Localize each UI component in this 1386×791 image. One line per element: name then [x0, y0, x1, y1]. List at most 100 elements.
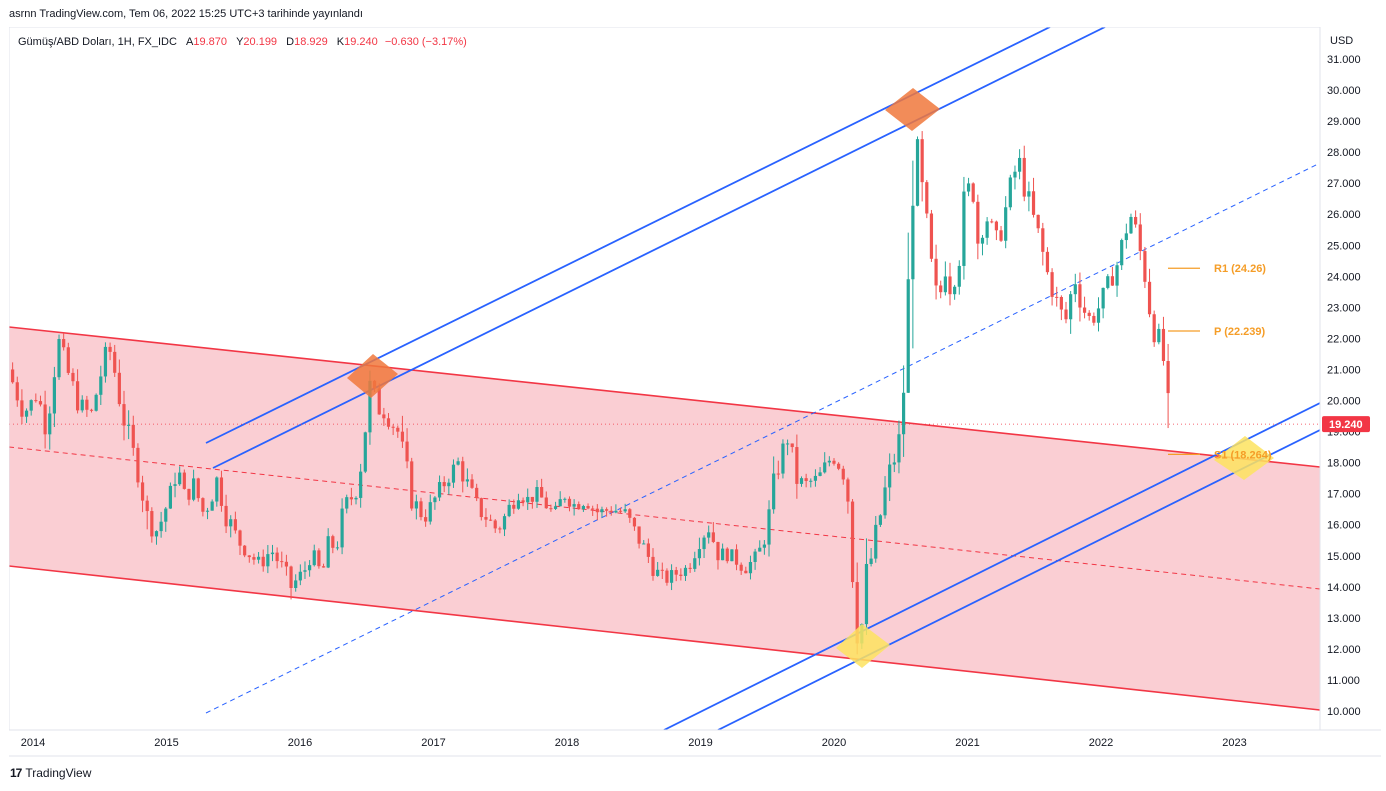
candle-body	[846, 479, 850, 502]
candle-body	[516, 500, 521, 509]
candle-body	[628, 509, 632, 518]
highlight-box-2020-top	[885, 88, 940, 131]
x-tick-label: 2020	[822, 737, 846, 749]
candle-body	[785, 443, 790, 445]
candle-body	[869, 558, 873, 564]
candle-body	[303, 570, 307, 572]
blue-lower-line-2	[717, 429, 1320, 730]
candle-body	[892, 462, 896, 465]
candle-body	[883, 487, 887, 516]
candle-body	[24, 410, 29, 417]
candle-body	[479, 498, 483, 518]
candle-body	[405, 441, 409, 462]
candle-body	[962, 191, 966, 266]
candle-body	[1064, 309, 1068, 320]
candle-body	[1166, 361, 1170, 394]
candle-body	[424, 517, 428, 522]
candle-body	[150, 511, 154, 537]
candle-body	[201, 498, 205, 512]
candle-body	[85, 399, 89, 410]
candle-body	[702, 537, 706, 550]
candle-body	[447, 482, 451, 487]
candle-body	[187, 488, 191, 500]
y-tick-label: 30.000	[1327, 85, 1361, 97]
x-tick-label: 2015	[154, 737, 178, 749]
candle-body	[878, 515, 882, 525]
candle-body	[1050, 272, 1054, 297]
candle-body	[196, 478, 200, 499]
candle-body	[577, 504, 581, 510]
y-tick-label: 12.000	[1327, 644, 1361, 656]
price-chart[interactable]: R1 (24.26) P (22.239) S1 (18.264) USD 31.00…	[9, 27, 1381, 757]
candle-body	[75, 381, 80, 411]
candle-body	[359, 471, 363, 498]
candle-body	[651, 556, 655, 576]
candle-body	[776, 473, 780, 475]
candle-body	[753, 551, 757, 562]
candle-body	[957, 265, 961, 287]
tradingview-branding[interactable]: 17 TradingView	[10, 766, 91, 780]
candle-body	[646, 543, 650, 557]
candle-body	[934, 258, 938, 286]
candle-body	[1004, 207, 1008, 241]
candle-body	[363, 432, 367, 472]
candle-body	[976, 201, 980, 244]
candle-body	[999, 230, 1003, 241]
candle-body	[205, 510, 210, 512]
price-axis: USD 31.000 30.000 29.000 28.000 27.000 26.000 2…	[1319, 27, 1370, 730]
candle-body	[920, 139, 924, 183]
candle-body	[15, 382, 19, 401]
candle-body	[252, 557, 256, 560]
candle-body	[591, 508, 595, 510]
candle-body	[526, 496, 530, 503]
candle-body	[1045, 251, 1050, 273]
y-tick-label: 11.000	[1327, 675, 1360, 687]
candle-body	[971, 183, 975, 202]
candle-body	[943, 276, 947, 293]
close-label: K	[336, 36, 345, 48]
candle-body	[168, 485, 173, 509]
candle-body	[707, 532, 711, 538]
candle-body	[488, 519, 493, 521]
candle-body	[238, 530, 242, 546]
y-tick-label: 13.000	[1327, 613, 1361, 625]
tradingview-logo-icon: 17	[10, 766, 22, 780]
candle-body	[136, 447, 140, 483]
x-tick-label: 2016	[288, 737, 312, 749]
high-value: 20.199	[243, 36, 278, 48]
candle-body	[795, 447, 799, 484]
y-tick-label: 31.000	[1327, 54, 1361, 66]
candle-body	[456, 461, 460, 465]
candle-body	[688, 567, 692, 569]
candle-body	[948, 276, 952, 295]
candle-body	[734, 549, 739, 565]
candle-body	[52, 377, 56, 414]
last-price-badge	[1322, 416, 1370, 433]
candle-body	[906, 279, 910, 393]
y-tick-label: 26.000	[1327, 209, 1361, 221]
candle-body	[224, 505, 228, 527]
candle-body	[767, 509, 771, 545]
last-price-label: 19.240	[1329, 419, 1363, 431]
candle-body	[721, 548, 725, 561]
candle-body	[827, 460, 831, 463]
candle-body	[818, 472, 822, 476]
candle-body	[674, 570, 678, 575]
candle-body	[1096, 308, 1101, 323]
candle-body	[915, 139, 920, 206]
candle-body	[298, 571, 302, 581]
candle-body	[512, 504, 516, 509]
candle-body	[382, 414, 386, 419]
candle-body	[117, 372, 121, 405]
y-tick-label: 16.000	[1327, 520, 1361, 532]
y-tick-label: 23.000	[1327, 302, 1361, 314]
blue-mid-dashed-line	[205, 162, 1320, 714]
low-label: D	[286, 36, 295, 48]
y-tick-label: 17.000	[1327, 489, 1361, 501]
candle-body	[1106, 276, 1110, 288]
candle-body	[493, 520, 497, 529]
pivot-label: R1 (24.26)	[1214, 263, 1266, 275]
symbol-name: Gümüş/ABD Doları, 1H, FX_IDC	[18, 36, 177, 48]
candle-body	[140, 482, 145, 501]
candle-body	[600, 509, 604, 513]
